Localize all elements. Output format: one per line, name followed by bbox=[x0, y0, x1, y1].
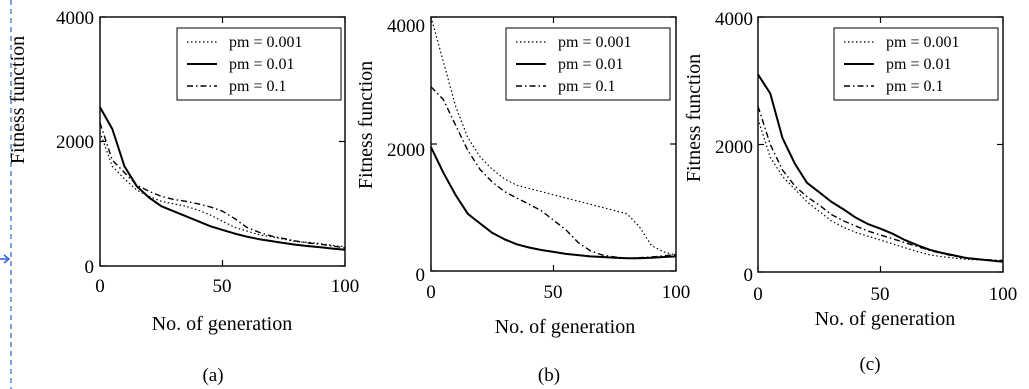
legend-label: pm = 0.1 bbox=[886, 78, 943, 95]
x-tick-label: 0 bbox=[753, 284, 763, 305]
y-tick-label: 0 bbox=[85, 257, 95, 278]
panel-label: (b) bbox=[538, 365, 560, 386]
legend-label: pm = 0.01 bbox=[558, 56, 623, 73]
x-tick-label: 100 bbox=[662, 282, 691, 303]
tick-marks bbox=[430, 16, 677, 272]
x-axis-title: No. of generation bbox=[152, 313, 293, 335]
left-guide bbox=[0, 0, 12, 389]
panel-label: (c) bbox=[859, 354, 880, 375]
series-line-dashdot bbox=[430, 86, 677, 259]
legend-label: pm = 0.001 bbox=[558, 34, 631, 51]
x-tick-label: 100 bbox=[989, 284, 1018, 305]
y-tick-label: 2000 bbox=[56, 132, 94, 153]
y-axis-title: Fitness function bbox=[7, 36, 29, 164]
series-line-solid bbox=[757, 73, 1004, 263]
panel-a: 4000 2000 0 0 50 100 No. of generation F… bbox=[7, 8, 359, 386]
series-line-dashdot bbox=[99, 122, 346, 249]
series-line-dashdot bbox=[757, 106, 1004, 262]
legend: pm = 0.001 pm = 0.01 pm = 0.1 bbox=[176, 27, 342, 101]
y-tick-label: 2000 bbox=[387, 140, 425, 161]
y-axis-title: Fitness function bbox=[355, 61, 377, 189]
legend-label: pm = 0.01 bbox=[886, 56, 951, 73]
series-line-dotted bbox=[757, 118, 1004, 262]
series-line-solid bbox=[99, 106, 346, 251]
y-tick-label: 4000 bbox=[715, 9, 753, 30]
x-tick-label: 0 bbox=[95, 276, 105, 297]
legend-label: pm = 0.01 bbox=[229, 56, 294, 73]
series-lines bbox=[99, 106, 346, 251]
series-lines bbox=[757, 73, 1004, 263]
legend-label: pm = 0.001 bbox=[229, 34, 302, 51]
tick-marks bbox=[757, 16, 1004, 273]
y-tick-label: 2000 bbox=[715, 137, 753, 158]
legend-label: pm = 0.1 bbox=[229, 78, 286, 95]
tick-marks bbox=[99, 16, 346, 267]
x-tick-label: 50 bbox=[544, 282, 563, 303]
panel-label: (a) bbox=[202, 365, 223, 386]
series-lines bbox=[430, 16, 677, 260]
series-line-solid bbox=[430, 146, 677, 260]
left-guide-arrow-icon bbox=[0, 254, 11, 264]
y-tick-label: 4000 bbox=[387, 16, 425, 37]
x-tick-label: 50 bbox=[871, 284, 890, 305]
panel-b: 4000 2000 0 0 50 100 No. of generation F… bbox=[355, 16, 690, 386]
y-tick-label: 0 bbox=[744, 265, 754, 286]
x-axis-title: No. of generation bbox=[495, 316, 636, 338]
legend-label: pm = 0.1 bbox=[558, 78, 615, 95]
panel-c: 4000 2000 0 0 50 100 No. of generation F… bbox=[683, 9, 1017, 375]
y-tick-label: 0 bbox=[416, 265, 426, 286]
x-axis-title: No. of generation bbox=[815, 308, 956, 330]
legend-label: pm = 0.001 bbox=[886, 34, 959, 51]
y-tick-label: 4000 bbox=[56, 8, 94, 29]
x-tick-label: 0 bbox=[426, 282, 436, 303]
legend: pm = 0.001 pm = 0.01 pm = 0.1 bbox=[833, 27, 999, 101]
legend: pm = 0.001 pm = 0.01 pm = 0.1 bbox=[505, 27, 671, 101]
y-axis-title: Fitness function bbox=[683, 54, 705, 182]
x-tick-label: 100 bbox=[331, 276, 360, 297]
x-tick-label: 50 bbox=[213, 276, 232, 297]
